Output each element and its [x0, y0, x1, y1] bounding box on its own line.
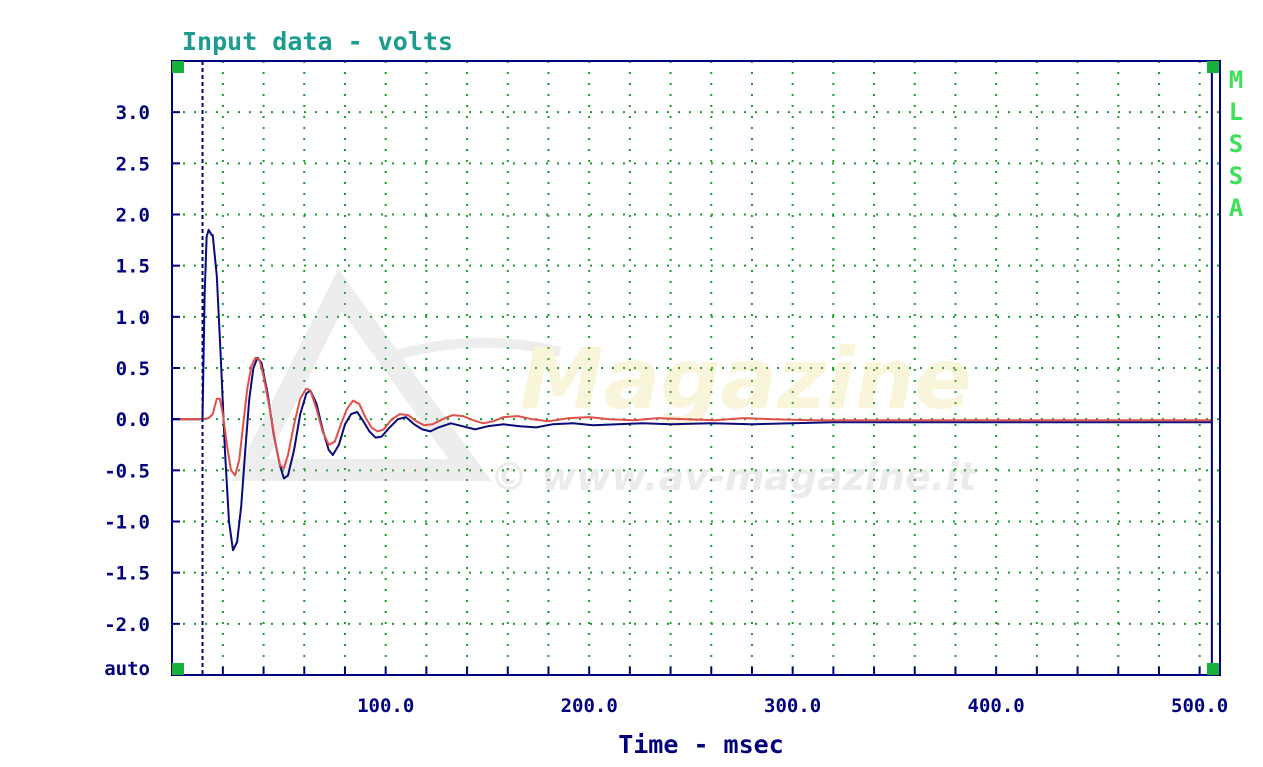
series-line-0: [172, 228, 1212, 552]
y-tick-label-8: -1.0: [104, 512, 150, 534]
corner-marker-top-left[interactable]: [172, 61, 184, 73]
y-tick-label-6: 0.0: [116, 409, 150, 431]
side-label-letter-3: S: [1229, 162, 1243, 190]
side-label-letter-0: M: [1229, 66, 1243, 94]
y-tick-label-2: 2.0: [116, 205, 150, 227]
corner-marker-bottom-right[interactable]: [1207, 663, 1219, 675]
corner-marker-top-right[interactable]: [1207, 61, 1219, 73]
series-line-1: [172, 356, 1212, 477]
watermark-brand: Magazine: [520, 330, 972, 428]
x-tick-label-3: 400.0: [968, 695, 1025, 717]
x-tick-label-0: 100.0: [357, 695, 414, 717]
x-axis-label: Time - msec: [618, 730, 784, 759]
watermark-site: © www.av-magazine.it: [490, 455, 978, 499]
watermark: Magazine © www.av-magazine.it: [232, 268, 978, 499]
y-tick-label-9: -1.5: [104, 563, 150, 585]
x-tick-label-4: 500.0: [1171, 695, 1228, 717]
y-tick-label-7: -0.5: [104, 460, 150, 482]
chart-title: Input data - volts: [182, 27, 453, 56]
side-label-letter-2: S: [1229, 130, 1243, 158]
corner-marker-bottom-left[interactable]: [172, 663, 184, 675]
y-tick-label-4: 1.0: [116, 307, 150, 329]
x-tick-label-2: 300.0: [764, 695, 821, 717]
x-tick-label-1: 200.0: [561, 695, 618, 717]
y-tick-label-3: 1.5: [116, 256, 150, 278]
y-tick-label-1: 2.5: [116, 153, 150, 175]
y-tick-label-5: 0.5: [116, 358, 150, 380]
y-tick-label-10: -2.0: [104, 614, 150, 636]
watermark-logo-shape: [232, 268, 492, 481]
y-auto-label: auto: [104, 658, 150, 680]
y-tick-label-0: 3.0: [116, 102, 150, 124]
series-group: [172, 228, 1212, 552]
y-tick-labels: 3.0 2.5 2.0 1.5 1.0 0.5 0.0 -0.5 -1.0 -1.5 -2.0: [104, 102, 180, 636]
side-label-letter-4: A: [1229, 194, 1244, 222]
side-label-letter-1: L: [1229, 98, 1243, 126]
watermark-logo-shape-2: [378, 337, 562, 365]
x-tick-labels: 100.0 200.0 300.0 400.0 500.0: [221, 667, 1228, 717]
